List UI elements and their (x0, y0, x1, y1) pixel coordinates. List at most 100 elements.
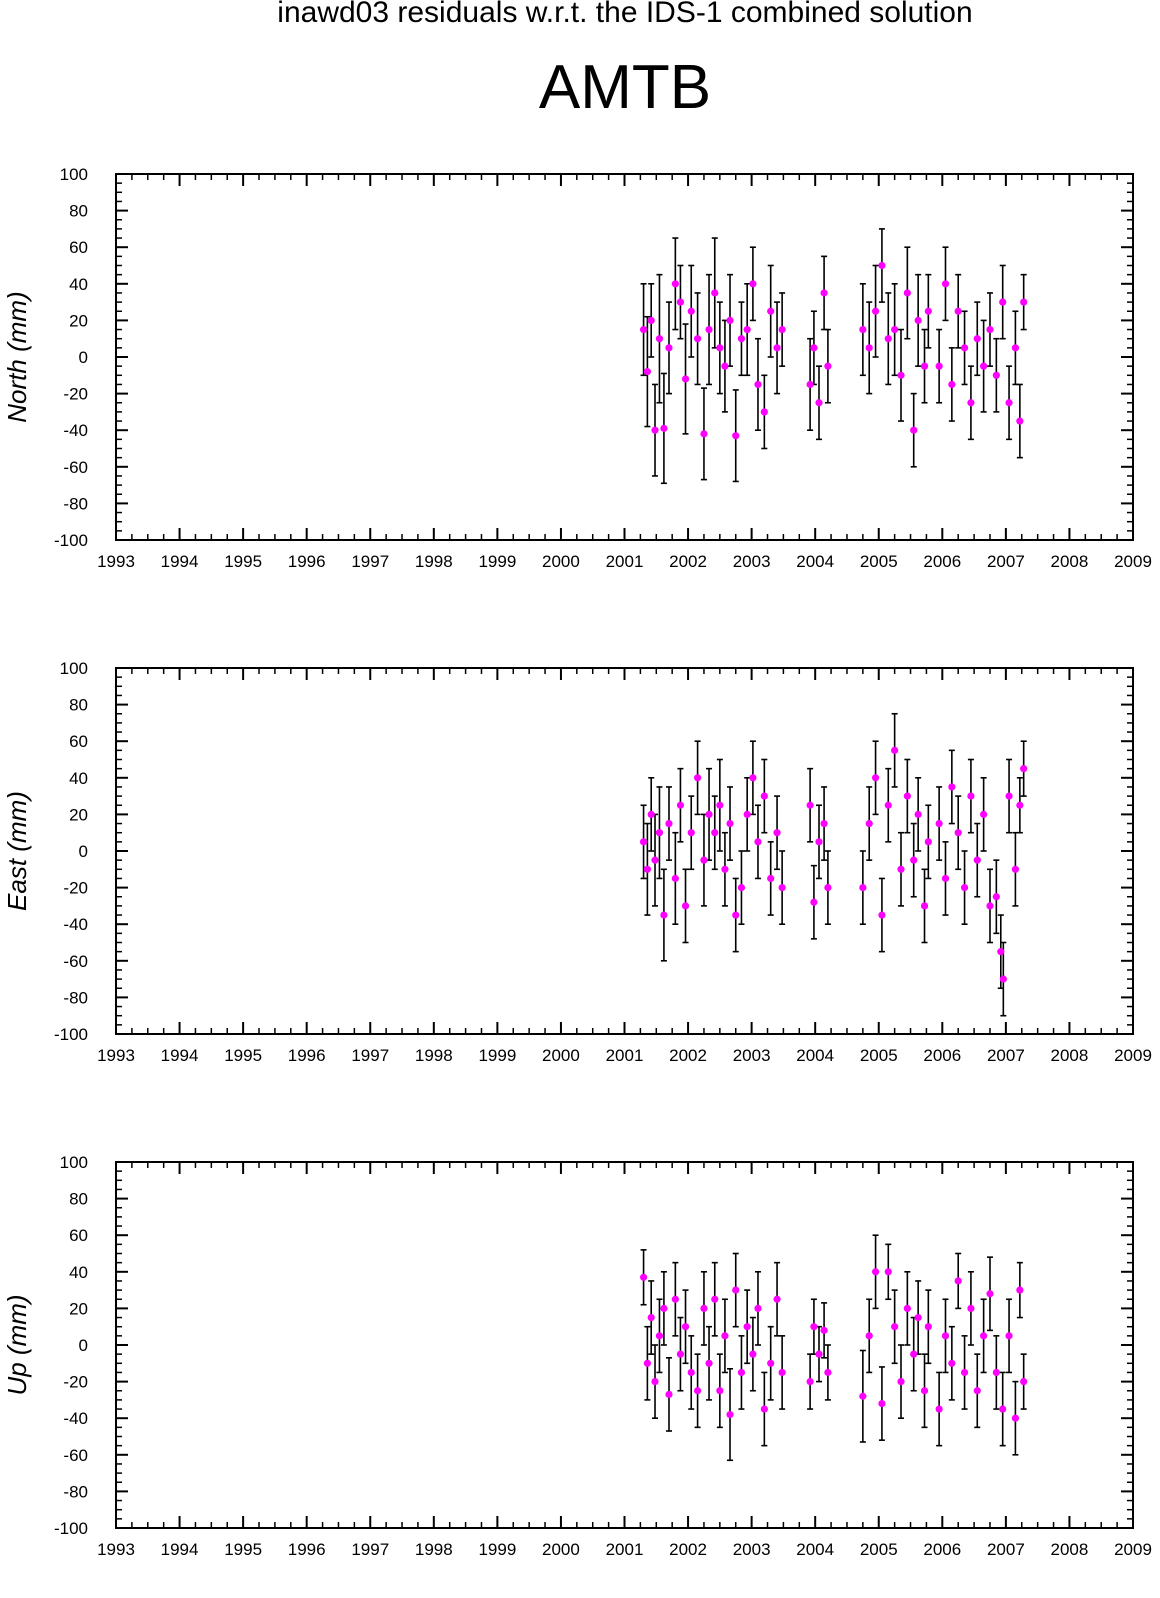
y-tick-label: -20 (63, 385, 88, 404)
data-point (700, 1304, 708, 1312)
data-point (948, 380, 956, 389)
data-point (910, 426, 918, 434)
x-tick-label: 2000 (542, 1540, 580, 1559)
data-point (749, 280, 757, 288)
data-point (935, 819, 943, 828)
data-point (954, 307, 962, 315)
data-point (948, 783, 956, 791)
data-point (721, 865, 729, 873)
data-point (973, 335, 981, 343)
data-point (671, 1295, 679, 1303)
x-tick-label: 2000 (542, 552, 580, 571)
data-point (778, 884, 786, 892)
x-tick-label: 2005 (860, 1046, 898, 1065)
data-point (1011, 865, 1020, 873)
data-point (726, 819, 734, 828)
data-point (665, 1390, 673, 1399)
x-tick-label: 2003 (733, 1540, 771, 1559)
data-point (815, 1350, 823, 1358)
data-point (743, 810, 751, 818)
data-point (924, 838, 932, 846)
data-point (1011, 344, 1020, 352)
data-point (806, 801, 814, 809)
data-point (891, 746, 899, 754)
data-point (655, 829, 664, 837)
x-tick-label: 2002 (669, 1046, 707, 1065)
data-point (749, 1350, 757, 1358)
data-point (914, 810, 922, 818)
data-point (967, 399, 975, 407)
x-tick-label: 2009 (1114, 1046, 1152, 1065)
data-point (1016, 801, 1024, 809)
y-tick-label: 80 (69, 696, 88, 715)
north-panel: 1993 1994 1995 1996 1997 1998 1999 2000 2001 2002… (2, 165, 1152, 571)
data-point (824, 884, 832, 892)
data-point (687, 307, 695, 315)
data-point (660, 911, 668, 919)
y-tick-label: 80 (69, 1190, 88, 1209)
data-point (773, 829, 781, 837)
data-point (967, 792, 975, 800)
data-point (705, 1359, 713, 1367)
y-tick-label: 20 (69, 311, 88, 330)
data-point (651, 426, 659, 434)
x-tick-label: 1993 (97, 552, 135, 571)
y-axis-title: North (mm) (2, 291, 32, 422)
data-point (859, 325, 867, 334)
x-tick-label: 1998 (415, 1540, 453, 1559)
data-point (820, 819, 828, 828)
data-point (960, 1368, 969, 1377)
data-point (815, 399, 823, 407)
data-point (865, 819, 873, 828)
y-tick-label: 100 (60, 1153, 88, 1172)
data-point (1016, 1286, 1024, 1294)
data-point (1020, 298, 1028, 306)
data-point (732, 1286, 740, 1294)
data-point (754, 838, 762, 846)
data-point (941, 1332, 950, 1340)
data-point (737, 884, 746, 892)
data-point (820, 1326, 828, 1334)
data-point (941, 874, 950, 883)
data-point (806, 380, 814, 389)
data-point (859, 1392, 867, 1400)
y-axis-title: East (mm) (2, 791, 32, 911)
data-point (676, 298, 685, 306)
data-point (671, 874, 679, 883)
data-point (820, 289, 828, 297)
data-point (693, 335, 702, 343)
x-tick-label: 2008 (1051, 1540, 1089, 1559)
x-tick-label: 1999 (478, 552, 516, 571)
data-point (651, 1378, 659, 1386)
y-tick-label: -100 (54, 531, 88, 550)
data-point (920, 1387, 929, 1395)
data-point (884, 1268, 892, 1276)
data-point (711, 289, 719, 297)
data-point (676, 1350, 685, 1358)
y-tick-label: -80 (63, 1482, 88, 1501)
data-point (643, 368, 651, 376)
data-point (773, 344, 781, 352)
data-point (910, 1350, 918, 1358)
y-tick-label: 100 (60, 659, 88, 678)
data-point (999, 975, 1007, 983)
y-tick-label: 40 (69, 1263, 88, 1282)
y-tick-label: 80 (69, 202, 88, 221)
data-point (743, 1323, 751, 1331)
data-point (639, 1273, 648, 1281)
x-tick-label: 1996 (288, 1540, 326, 1559)
y-tick-label: -40 (63, 421, 88, 440)
data-point (643, 865, 651, 873)
data-point (903, 289, 911, 297)
x-tick-label: 1998 (415, 552, 453, 571)
x-tick-label: 2009 (1114, 1540, 1152, 1559)
data-point (767, 1359, 775, 1367)
y-tick-label: -60 (63, 952, 88, 971)
x-tick-label: 2006 (923, 552, 961, 571)
x-tick-label: 1996 (288, 552, 326, 571)
y-tick-label: -60 (63, 458, 88, 477)
y-tick-label: -60 (63, 1446, 88, 1465)
x-tick-label: 2006 (923, 1540, 961, 1559)
data-point (737, 1368, 746, 1377)
data-point (973, 856, 981, 864)
